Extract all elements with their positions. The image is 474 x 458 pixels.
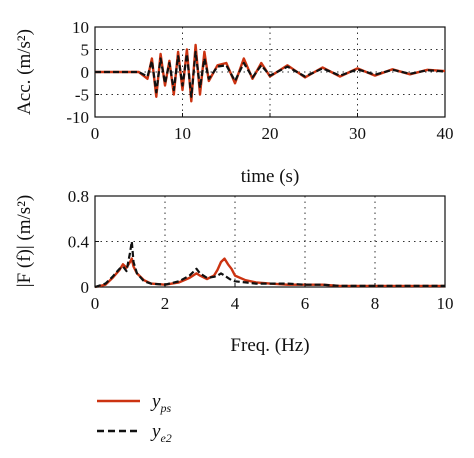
top-x-tick-label: 0 — [91, 124, 100, 143]
bottom-y-tick-label: 0.8 — [68, 187, 89, 206]
legend: yps ye2 — [97, 391, 172, 445]
top-y-tick-label: 5 — [81, 41, 90, 60]
frequency-spectrum-chart: 0 2 4 6 8 10 0.8 0.4 0 Freq. (Hz) |F (f)| (m/s²) — [14, 187, 454, 356]
top-y-tick-label: -5 — [75, 86, 89, 105]
top-x-tick-label: 20 — [262, 124, 279, 143]
legend-label-ps: yps — [150, 391, 171, 415]
top-grid — [95, 27, 445, 117]
top-y-tick-label: -10 — [66, 108, 89, 127]
bottom-ticks: 0 2 4 6 8 10 0.8 0.4 0 — [68, 187, 454, 313]
bottom-y-tick-label: 0.4 — [68, 233, 90, 252]
bottom-x-tick-label: 10 — [437, 294, 454, 313]
top-x-tick-label: 30 — [349, 124, 366, 143]
bottom-x-tick-label: 8 — [371, 294, 380, 313]
legend-label-e2: ye2 — [150, 421, 172, 445]
top-series-y-e2 — [95, 50, 446, 98]
top-series — [95, 43, 446, 103]
bottom-y-axis-label: |F (f)| (m/s²) — [14, 195, 35, 287]
bottom-x-tick-label: 0 — [91, 294, 100, 313]
bottom-grid — [95, 196, 445, 287]
bottom-x-axis-label: Freq. (Hz) — [230, 335, 309, 356]
bottom-x-tick-label: 6 — [301, 294, 310, 313]
top-x-tick-label: 40 — [437, 124, 454, 143]
top-x-axis-label: time (s) — [241, 166, 300, 187]
bottom-y-tick-label: 0 — [81, 278, 90, 297]
bottom-series — [94, 240, 445, 289]
top-y-axis-label: Acc. (m/s²) — [14, 29, 35, 115]
top-x-tick-label: 10 — [174, 124, 191, 143]
bottom-x-tick-label: 4 — [231, 294, 240, 313]
top-y-tick-label: 0 — [81, 63, 90, 82]
bottom-series-y-e2 — [94, 240, 445, 289]
top-y-tick-label: 10 — [72, 18, 89, 37]
bottom-x-tick-label: 2 — [161, 294, 170, 313]
